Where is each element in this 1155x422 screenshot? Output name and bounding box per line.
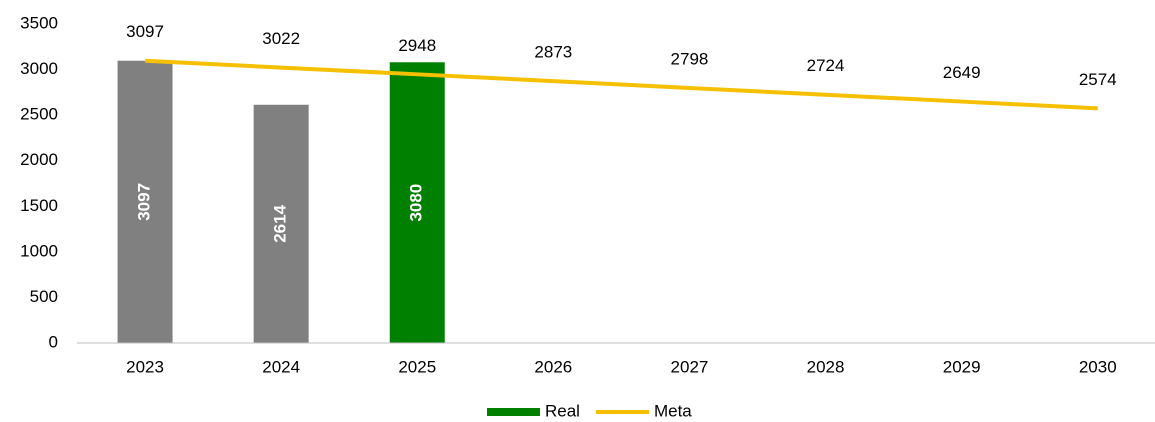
y-tick-label: 3000 xyxy=(20,59,58,78)
bar xyxy=(389,62,445,343)
legend-swatch xyxy=(487,408,540,416)
x-tick-label: 2030 xyxy=(1079,357,1117,376)
line-value-label: 3097 xyxy=(126,22,164,41)
x-tick-label: 2028 xyxy=(807,357,845,376)
bar xyxy=(117,60,173,344)
x-tick-label: 2023 xyxy=(126,357,164,376)
line-value-label: 2948 xyxy=(398,36,436,55)
x-tick-label: 2027 xyxy=(671,357,709,376)
line-value-label: 2649 xyxy=(943,63,981,82)
bar xyxy=(253,104,309,344)
y-tick-label: 1000 xyxy=(20,241,58,260)
x-tick-label: 2024 xyxy=(262,357,300,376)
bar-value-label: 3080 xyxy=(407,184,426,222)
y-tick-label: 1500 xyxy=(20,196,58,215)
y-tick-label: 2000 xyxy=(20,150,58,169)
line-value-label: 2798 xyxy=(671,49,709,68)
y-tick-label: 0 xyxy=(49,332,58,351)
x-tick-label: 2026 xyxy=(534,357,572,376)
line xyxy=(144,58,1098,111)
y-tick-label: 500 xyxy=(30,287,58,306)
legend-label: Meta xyxy=(654,401,692,420)
y-tick-label: 3500 xyxy=(20,13,58,32)
x-tick-label: 2029 xyxy=(943,357,981,376)
legend-label: Real xyxy=(545,401,580,420)
line-value-label: 2873 xyxy=(534,43,572,62)
line-value-label: 2574 xyxy=(1079,70,1117,89)
bar-value-label: 3097 xyxy=(135,183,154,221)
bar-value-label: 2614 xyxy=(271,204,290,242)
line-value-label: 3022 xyxy=(262,29,300,48)
y-tick-label: 2500 xyxy=(20,105,58,124)
line-value-label: 2724 xyxy=(807,56,845,75)
x-tick-label: 2025 xyxy=(398,357,436,376)
